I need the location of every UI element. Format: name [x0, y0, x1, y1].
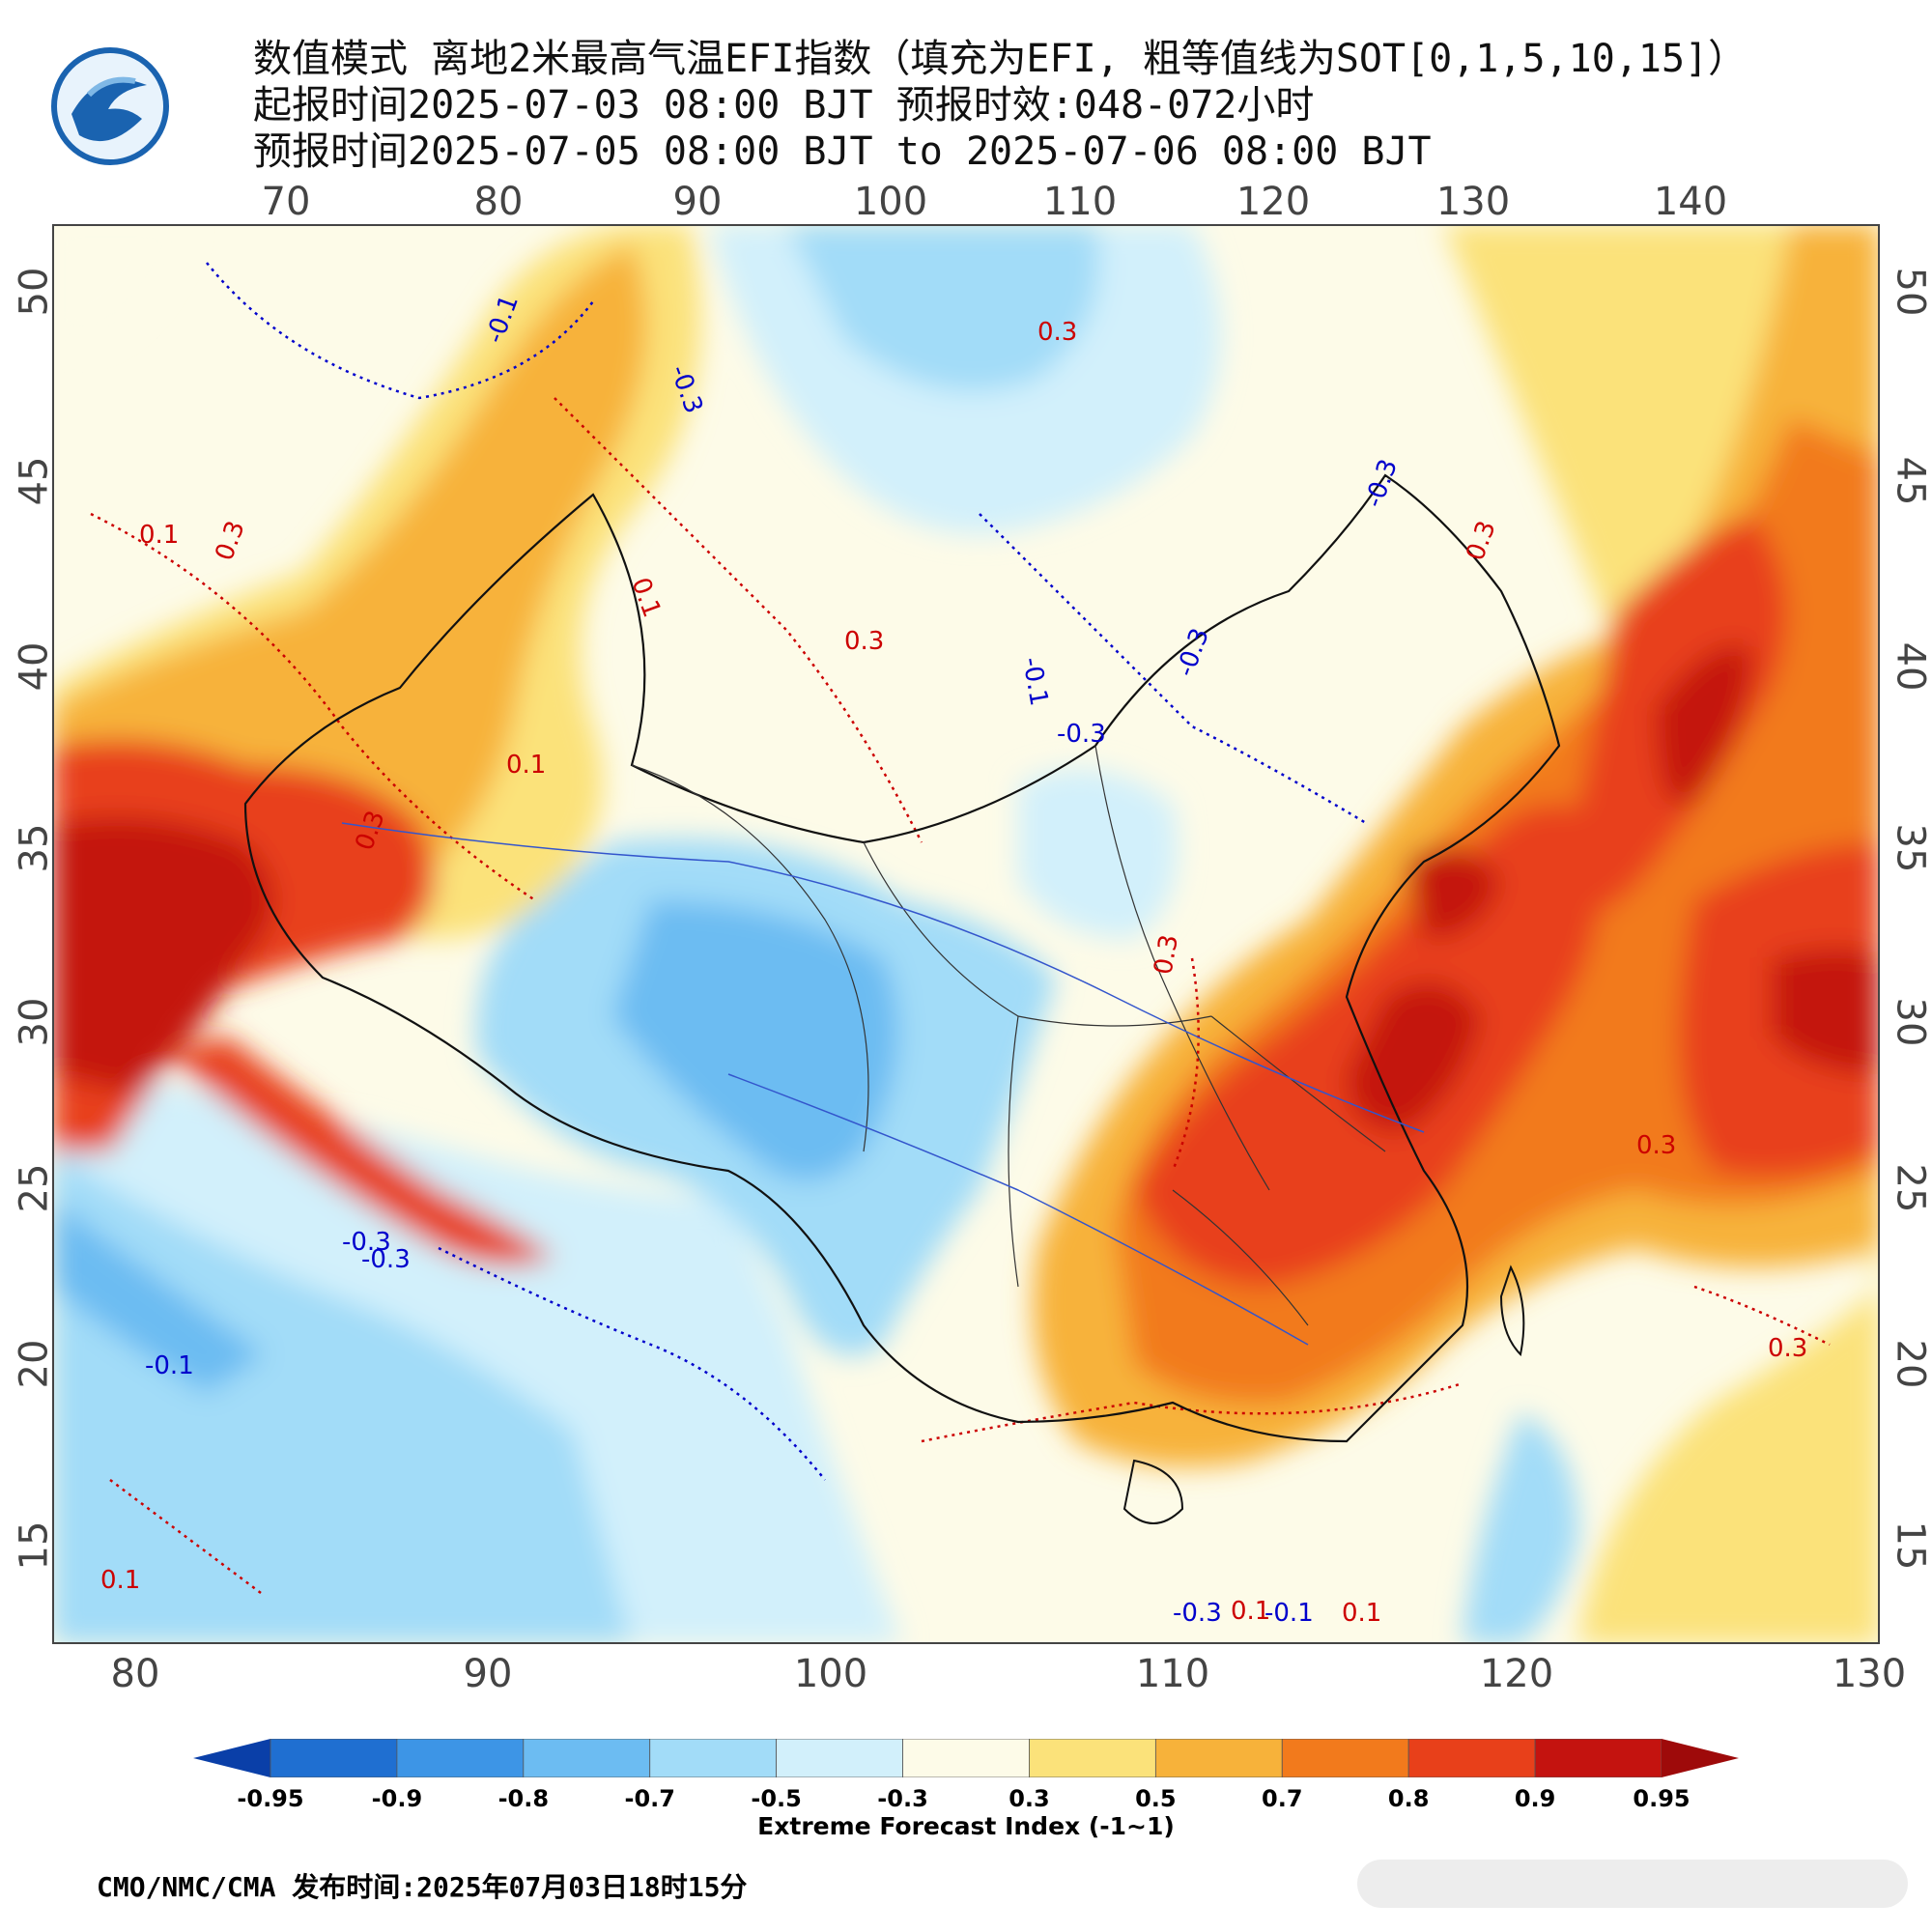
axis-tick-label: 50 [1888, 267, 1932, 317]
china-boundary [243, 473, 1561, 1443]
colorbar-tick-label: -0.3 [877, 1785, 928, 1812]
colorbar-tick-label: 0.95 [1633, 1785, 1690, 1812]
axis-tick-label: 20 [12, 1339, 57, 1389]
colorbar-swatch [1407, 1739, 1536, 1777]
colorbar-min-arrow [193, 1739, 270, 1777]
colorbar-tick-label: -0.7 [624, 1785, 675, 1812]
title-line-1: 数值模式 离地2米最高气温EFI指数（填充为EFI, 粗等值线为SOT[0,1,… [253, 37, 1747, 81]
map-panel: -0.1 0.1 0.3 -0.3 0.1 0.3 -0.3 0.3 -0.3 0.3 -0.1 -0… [52, 224, 1880, 1648]
province-boundaries [631, 745, 1386, 1326]
watermark-icon [1357, 1860, 1908, 1908]
colorbar-max-arrow [1662, 1739, 1739, 1777]
axis-tick-label: 120 [1479, 1652, 1554, 1696]
axis-tick-label: 130 [1832, 1652, 1907, 1696]
colorbar-tick-label: -0.9 [371, 1785, 423, 1812]
colorbar-swatch [1281, 1739, 1409, 1777]
contour-label: 0.3 [1636, 1131, 1676, 1160]
title-line-3: 预报时间2025-07-05 08:00 BJT to 2025-07-06 0… [253, 129, 1432, 174]
contour-label: 0.3 [844, 627, 884, 656]
colorbar-swatch [1154, 1739, 1283, 1777]
axis-tick-label: 30 [1888, 997, 1932, 1047]
contour-label: -0.3 [1057, 720, 1106, 749]
axis-tick-label: 20 [1888, 1339, 1932, 1389]
taiwan-outline [1499, 1264, 1525, 1357]
axis-tick-label: 130 [1435, 180, 1511, 224]
axis-tick-label: 80 [110, 1652, 160, 1696]
colorbar-swatch [902, 1739, 1030, 1777]
contour-label: 0.3 [1037, 318, 1077, 347]
axis-tick-label: 35 [12, 823, 57, 873]
colorbar-swatch [1534, 1739, 1662, 1777]
title-line-2: 起报时间2025-07-03 08:00 BJT 预报时效:048-072小时 [253, 83, 1315, 128]
colorbar [193, 1739, 1739, 1777]
axis-tick-label: 40 [12, 641, 57, 692]
colorbar-swatch [523, 1739, 651, 1777]
axis-tick-label: 35 [1888, 823, 1932, 873]
axis-tick-label: 40 [1888, 641, 1932, 692]
axis-tick-label: 90 [463, 1652, 513, 1696]
colorbar-swatch [776, 1739, 903, 1777]
contour-label: -0.1 [145, 1351, 194, 1380]
axis-tick-label: 45 [1888, 456, 1932, 506]
footer-issue-time: CMO/NMC/CMA 发布时间:2025年07月03日18时15分 [97, 1871, 748, 1903]
contour-label: 0.1 [1342, 1599, 1381, 1628]
contour-label: 0.1 [100, 1566, 140, 1595]
axis-tick-label: 25 [12, 1163, 57, 1213]
contour-label: 0.3 [1149, 932, 1184, 977]
contour-label: 0.1 [139, 521, 179, 550]
axis-tick-label: 50 [12, 267, 57, 317]
axis-tick-label: 15 [12, 1520, 57, 1571]
axis-tick-label: 30 [12, 997, 57, 1047]
colorbar-title: Extreme Forecast Index (-1~1) [757, 1812, 1175, 1840]
colorbar-swatch [1029, 1739, 1156, 1777]
efi-map: -0.10.1 0.3-0.30.10.3-0.30.3-0.30.3-0.1-0… [52, 224, 1880, 1644]
cma-logo-icon [51, 47, 169, 165]
colorbar-tick-label: 0.3 [1009, 1785, 1050, 1812]
colorbar-tick-label: -0.95 [237, 1785, 304, 1812]
axis-tick-label: 110 [1135, 1652, 1210, 1696]
efi-fill-layer [52, 224, 1880, 1644]
axis-tick-label: 70 [261, 180, 311, 224]
colorbar-tick-label: 0.8 [1387, 1785, 1430, 1812]
contour-label: -0.3 [361, 1245, 411, 1274]
axis-tick-label: 100 [853, 180, 928, 224]
colorbar-tick-label: 0.9 [1514, 1785, 1556, 1812]
contour-label: -0.1 [1264, 1599, 1314, 1628]
contour-label: 0.1 [506, 751, 546, 780]
colorbar-tick-label: -0.8 [497, 1785, 550, 1812]
contour-label: 0.1 [1231, 1597, 1270, 1626]
axis-tick-label: 100 [793, 1652, 868, 1696]
contour-label: 0.3 [1768, 1334, 1807, 1363]
axis-tick-label: 80 [473, 180, 524, 224]
colorbar-swatch [396, 1739, 525, 1777]
axis-tick-label: 45 [12, 456, 57, 506]
contour-label: -0.3 [342, 1228, 391, 1257]
axis-tick-label: 110 [1042, 180, 1118, 224]
axis-tick-label: 120 [1236, 180, 1311, 224]
colorbar-swatch [649, 1739, 778, 1777]
rivers [341, 822, 1425, 1346]
axis-tick-label: 25 [1888, 1163, 1932, 1213]
axis-tick-label: 15 [1888, 1520, 1932, 1571]
axis-tick-label: 140 [1653, 180, 1728, 224]
colorbar-tick-label: 0.5 [1135, 1785, 1177, 1812]
contour-lines [90, 262, 1831, 1597]
colorbar-tick-label: 0.7 [1262, 1785, 1303, 1812]
map-frame [52, 224, 1880, 1644]
colorbar-tick-label: -0.5 [751, 1785, 802, 1812]
hainan-outline [1122, 1459, 1184, 1524]
contour-label: -0.3 [1173, 1599, 1222, 1628]
axis-tick-label: 90 [672, 180, 723, 224]
colorbar-swatch [270, 1739, 398, 1777]
